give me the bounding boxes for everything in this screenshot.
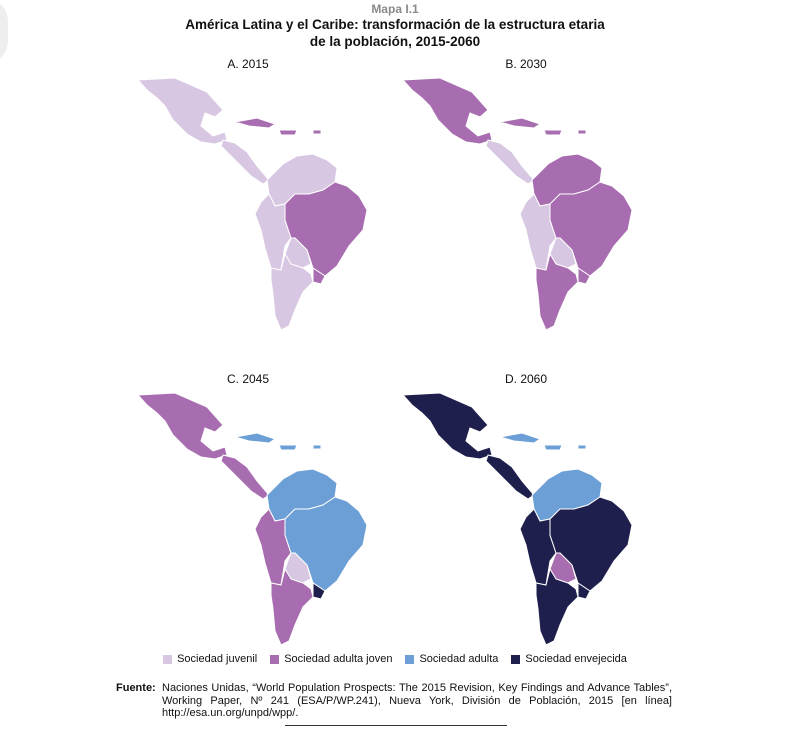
legend-swatch-adulta-joven: [270, 655, 280, 664]
region-uruguay: [577, 267, 591, 285]
region-southcone: [270, 567, 314, 645]
footer-rule: [285, 725, 507, 726]
source-text: Naciones Unidas, “World Population Prosp…: [162, 682, 672, 719]
region-caribbean: [234, 117, 322, 136]
panel-title-a: A. 2015: [227, 57, 269, 71]
map-panel-b: [401, 77, 633, 330]
region-caribbean: [499, 432, 587, 451]
region-southcone: [535, 567, 579, 645]
region-mexico: [136, 392, 228, 460]
legend: Sociedad juvenil Sociedad adulta joven S…: [0, 653, 790, 666]
region-central: [485, 139, 535, 185]
region-central: [220, 139, 270, 185]
region-southcone: [535, 252, 579, 330]
legend-label-juvenil: Sociedad juvenil: [177, 653, 258, 665]
corner-decoration: [0, 0, 8, 66]
legend-item-adulta: Sociedad adulta: [405, 653, 498, 666]
region-uruguay: [312, 267, 326, 285]
legend-swatch-juvenil: [163, 655, 173, 664]
legend-label-envejecida: Sociedad envejecida: [525, 653, 627, 665]
map-title-line-1: América Latina y el Caribe: transformaci…: [185, 17, 605, 32]
map-panel-d: [401, 392, 633, 645]
map-panel-c: [136, 392, 368, 645]
region-mexico: [401, 392, 493, 460]
map-panel-a: [136, 77, 368, 330]
region-central: [485, 454, 535, 500]
legend-item-envejecida: Sociedad envejecida: [511, 653, 627, 666]
map-title-line-2: de la población, 2015-2060: [309, 34, 481, 49]
legend-swatch-adulta: [405, 655, 415, 664]
panel-title-b: B. 2030: [505, 57, 547, 71]
panel-title-c: C. 2045: [226, 372, 270, 386]
region-mexico: [136, 77, 228, 145]
region-caribbean: [234, 432, 322, 451]
region-uruguay: [577, 582, 591, 600]
region-central: [220, 454, 270, 500]
panel-title-d: D. 2060: [504, 372, 548, 386]
legend-label-adulta: Sociedad adulta: [419, 653, 499, 665]
legend-item-juvenil: Sociedad juvenil: [163, 653, 257, 666]
source-label: Fuente:: [116, 682, 156, 694]
legend-label-adulta-joven: Sociedad adulta joven: [284, 653, 393, 665]
region-southcone: [270, 252, 314, 330]
region-uruguay: [312, 582, 326, 600]
legend-swatch-envejecida: [511, 655, 521, 664]
legend-item-adulta-joven: Sociedad adulta joven: [270, 653, 392, 666]
region-caribbean: [499, 117, 587, 136]
region-mexico: [401, 77, 493, 145]
map-number-label: Mapa I.1: [371, 2, 419, 16]
